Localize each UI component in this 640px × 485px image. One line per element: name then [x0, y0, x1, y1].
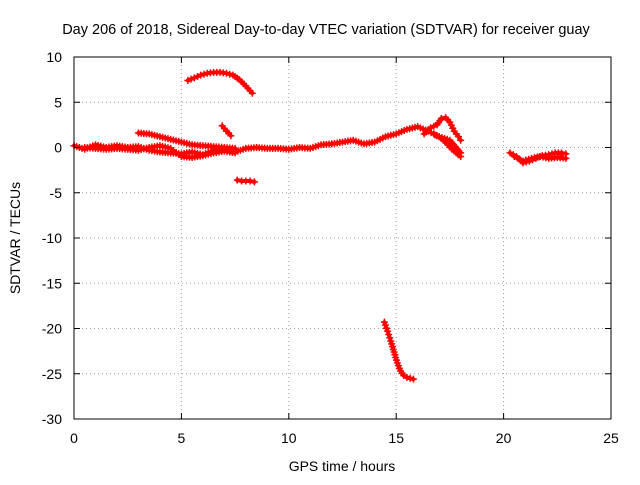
y-axis-label: SDTVAR / TECUs — [7, 182, 23, 294]
data-point — [454, 133, 462, 141]
data-point — [384, 327, 392, 335]
data-point — [200, 70, 208, 78]
y-tick-label: -25 — [42, 366, 62, 382]
data-point — [190, 74, 198, 82]
x-tick-label: 20 — [496, 430, 512, 446]
data-point — [250, 178, 258, 186]
series-low-fragment — [233, 176, 258, 186]
tick-layer: 0 5 10 15 20 25 -30 -25 -20 -15 -10 -5 0 5 10 — [42, 49, 619, 446]
data-point — [386, 334, 394, 342]
y-tick-label: -15 — [42, 275, 62, 291]
data-point — [406, 374, 414, 382]
series-short-rise — [218, 122, 235, 140]
grid-layer — [74, 57, 611, 419]
y-tick-label: 0 — [54, 140, 62, 156]
data-layer — [70, 68, 570, 383]
y-tick-label: 5 — [54, 94, 62, 110]
data-point — [231, 144, 239, 152]
x-tick-label: 0 — [70, 430, 78, 446]
series-late-segment-lower — [510, 153, 570, 165]
data-point — [184, 77, 192, 85]
data-point — [227, 132, 235, 140]
y-tick-label: -10 — [42, 230, 62, 246]
series-secondary-band — [81, 142, 239, 161]
x-tick-label: 25 — [603, 430, 619, 446]
data-point — [427, 124, 435, 132]
data-point — [246, 177, 254, 185]
series-main-band — [70, 123, 465, 159]
x-tick-label: 5 — [178, 430, 186, 446]
data-point — [430, 122, 438, 130]
x-tick-label: 10 — [281, 430, 297, 446]
x-axis-label: GPS time / hours — [289, 458, 396, 474]
data-point — [558, 149, 566, 157]
data-point — [233, 176, 241, 184]
data-point — [385, 331, 393, 339]
data-point — [437, 115, 445, 123]
data-point — [187, 75, 195, 83]
data-point — [457, 153, 465, 161]
y-tick-label: 10 — [46, 49, 62, 65]
data-point — [194, 72, 202, 80]
series-peak-17 — [420, 114, 465, 144]
x-tick-label: 15 — [388, 430, 404, 446]
series-deep-dip — [380, 318, 417, 383]
data-point — [197, 71, 205, 79]
data-point — [403, 373, 411, 381]
data-point — [248, 89, 256, 97]
y-tick-label: -5 — [50, 185, 63, 201]
y-tick-label: -30 — [42, 411, 62, 427]
data-point — [409, 375, 417, 383]
data-point — [562, 154, 570, 162]
series-upper-bump — [134, 129, 239, 152]
chart-title: Day 206 of 2018, Sidereal Day-to-day VTE… — [62, 22, 590, 38]
data-point — [223, 69, 231, 77]
y-tick-label: -20 — [42, 321, 62, 337]
data-point — [226, 70, 234, 78]
series-high-arc — [184, 68, 256, 97]
series-tail-17 — [431, 131, 465, 161]
data-point — [457, 136, 465, 144]
